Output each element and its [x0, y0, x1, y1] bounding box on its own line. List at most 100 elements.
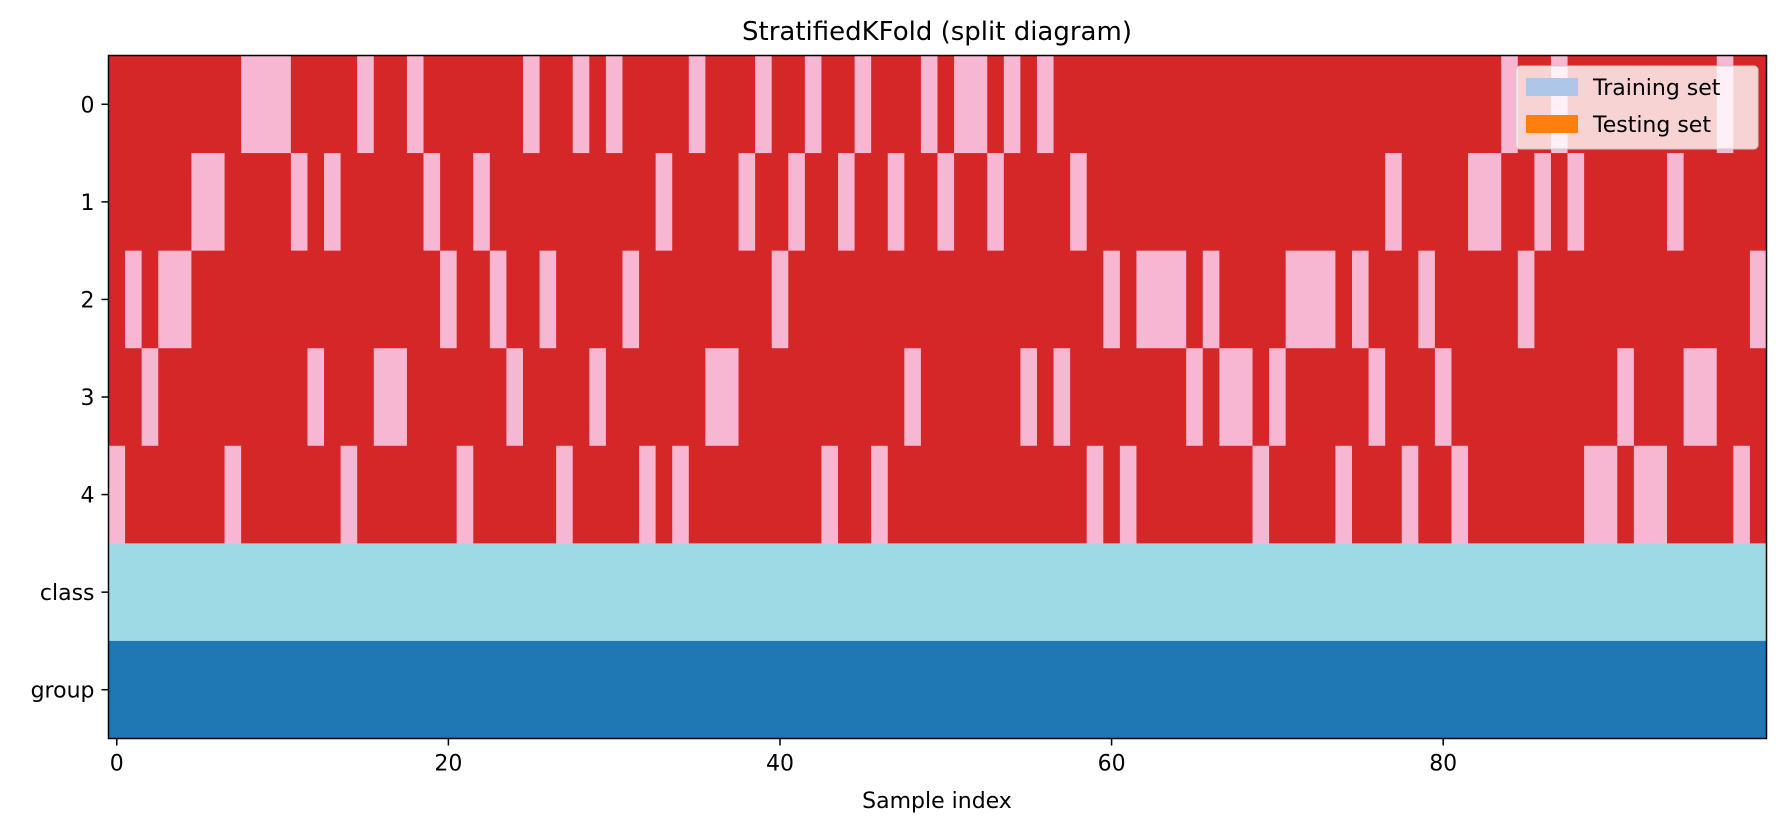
- training-cell: [1186, 55, 1204, 154]
- training-cell: [1335, 250, 1353, 349]
- training-cell: [755, 250, 773, 349]
- training-cell: [721, 153, 739, 252]
- training-cell: [1070, 445, 1088, 544]
- training-cell: [755, 445, 773, 544]
- training-cell: [1219, 153, 1237, 252]
- training-cell: [1086, 55, 1104, 154]
- testing-cell: [1683, 348, 1701, 447]
- training-cell: [788, 250, 806, 349]
- training-cell: [838, 445, 855, 544]
- training-cell: [987, 55, 1005, 154]
- training-cell: [1003, 348, 1021, 447]
- plot-area: [108, 55, 1767, 739]
- training-cell: [489, 153, 507, 252]
- training-cell: [1202, 348, 1220, 447]
- training-cell: [1501, 348, 1519, 447]
- training-cell: [456, 153, 474, 252]
- training-cell: [556, 153, 574, 252]
- training-cell: [1285, 348, 1303, 447]
- y-tick-label: 4: [81, 484, 95, 509]
- training-cell: [738, 348, 756, 447]
- training-cell: [987, 250, 1005, 349]
- training-cell: [1484, 445, 1502, 544]
- testing-cell: [406, 55, 424, 154]
- training-cell: [1070, 55, 1088, 154]
- training-cell: [688, 250, 706, 349]
- training-cell: [1352, 348, 1369, 447]
- training-cell: [1550, 250, 1568, 349]
- y-axis: 0 1 2 3 4 class group: [31, 93, 109, 704]
- training-cell: [1036, 445, 1054, 544]
- testing-cell: [207, 153, 225, 252]
- training-cell: [771, 445, 789, 544]
- training-cell: [1501, 250, 1519, 349]
- training-cell: [1534, 445, 1552, 544]
- training-cell: [191, 348, 209, 447]
- training-cell: [1368, 250, 1386, 349]
- training-cell: [1285, 445, 1303, 544]
- training-cell: [605, 348, 623, 447]
- testing-cell: [158, 250, 176, 349]
- group-row: [108, 640, 1767, 739]
- training-cell: [274, 153, 292, 252]
- training-cell: [1318, 153, 1336, 252]
- testing-cell: [1418, 250, 1436, 349]
- training-cell: [1269, 55, 1287, 154]
- training-cell: [440, 55, 458, 154]
- training-cell: [937, 348, 955, 447]
- training-cell: [1517, 153, 1535, 252]
- training-cell: [920, 250, 938, 349]
- training-cell: [241, 153, 259, 252]
- training-cell: [373, 445, 391, 544]
- training-cell: [1103, 348, 1121, 447]
- training-cell: [423, 250, 441, 349]
- training-cell: [970, 348, 988, 447]
- training-cell: [1749, 153, 1767, 252]
- training-cell: [1169, 153, 1187, 252]
- training-cell: [307, 153, 325, 252]
- testing-cell: [1036, 55, 1054, 154]
- training-cell: [788, 445, 806, 544]
- training-cell: [1302, 348, 1320, 447]
- training-cell: [721, 445, 739, 544]
- testing-cell: [655, 153, 673, 252]
- testing-cell: [1434, 348, 1452, 447]
- training-cell: [1252, 153, 1270, 252]
- training-cell: [1103, 55, 1121, 154]
- training-cell: [1252, 55, 1270, 154]
- training-cell: [191, 55, 209, 154]
- training-cell: [954, 445, 972, 544]
- training-cell: [1318, 55, 1336, 154]
- training-cell: [804, 250, 822, 349]
- testing-cell: [1269, 348, 1287, 447]
- training-cell: [1136, 153, 1154, 252]
- testing-cell: [1285, 250, 1303, 349]
- testing-cell: [489, 250, 507, 349]
- training-cell: [406, 153, 424, 252]
- testing-cell: [622, 250, 640, 349]
- training-cell: [1020, 445, 1038, 544]
- training-cell: [1368, 153, 1386, 252]
- training-cell: [821, 153, 839, 252]
- training-cell: [589, 250, 607, 349]
- testing-cell: [241, 55, 259, 154]
- training-cell: [1584, 153, 1602, 252]
- training-cell: [639, 153, 657, 252]
- training-cell: [672, 153, 690, 252]
- testing-cell: [340, 445, 358, 544]
- training-cell: [1550, 348, 1568, 447]
- training-cell: [1484, 250, 1502, 349]
- training-cell: [672, 348, 690, 447]
- training-cell: [1517, 348, 1535, 447]
- training-cell: [920, 348, 938, 447]
- training-cell: [1434, 153, 1452, 252]
- training-cell: [887, 445, 905, 544]
- training-cell: [207, 55, 225, 154]
- training-cell: [1136, 348, 1154, 447]
- training-cell: [1484, 348, 1502, 447]
- training-cell: [1633, 348, 1651, 447]
- training-cell: [174, 55, 192, 154]
- training-cell: [1269, 250, 1287, 349]
- testing-cell: [1136, 250, 1154, 349]
